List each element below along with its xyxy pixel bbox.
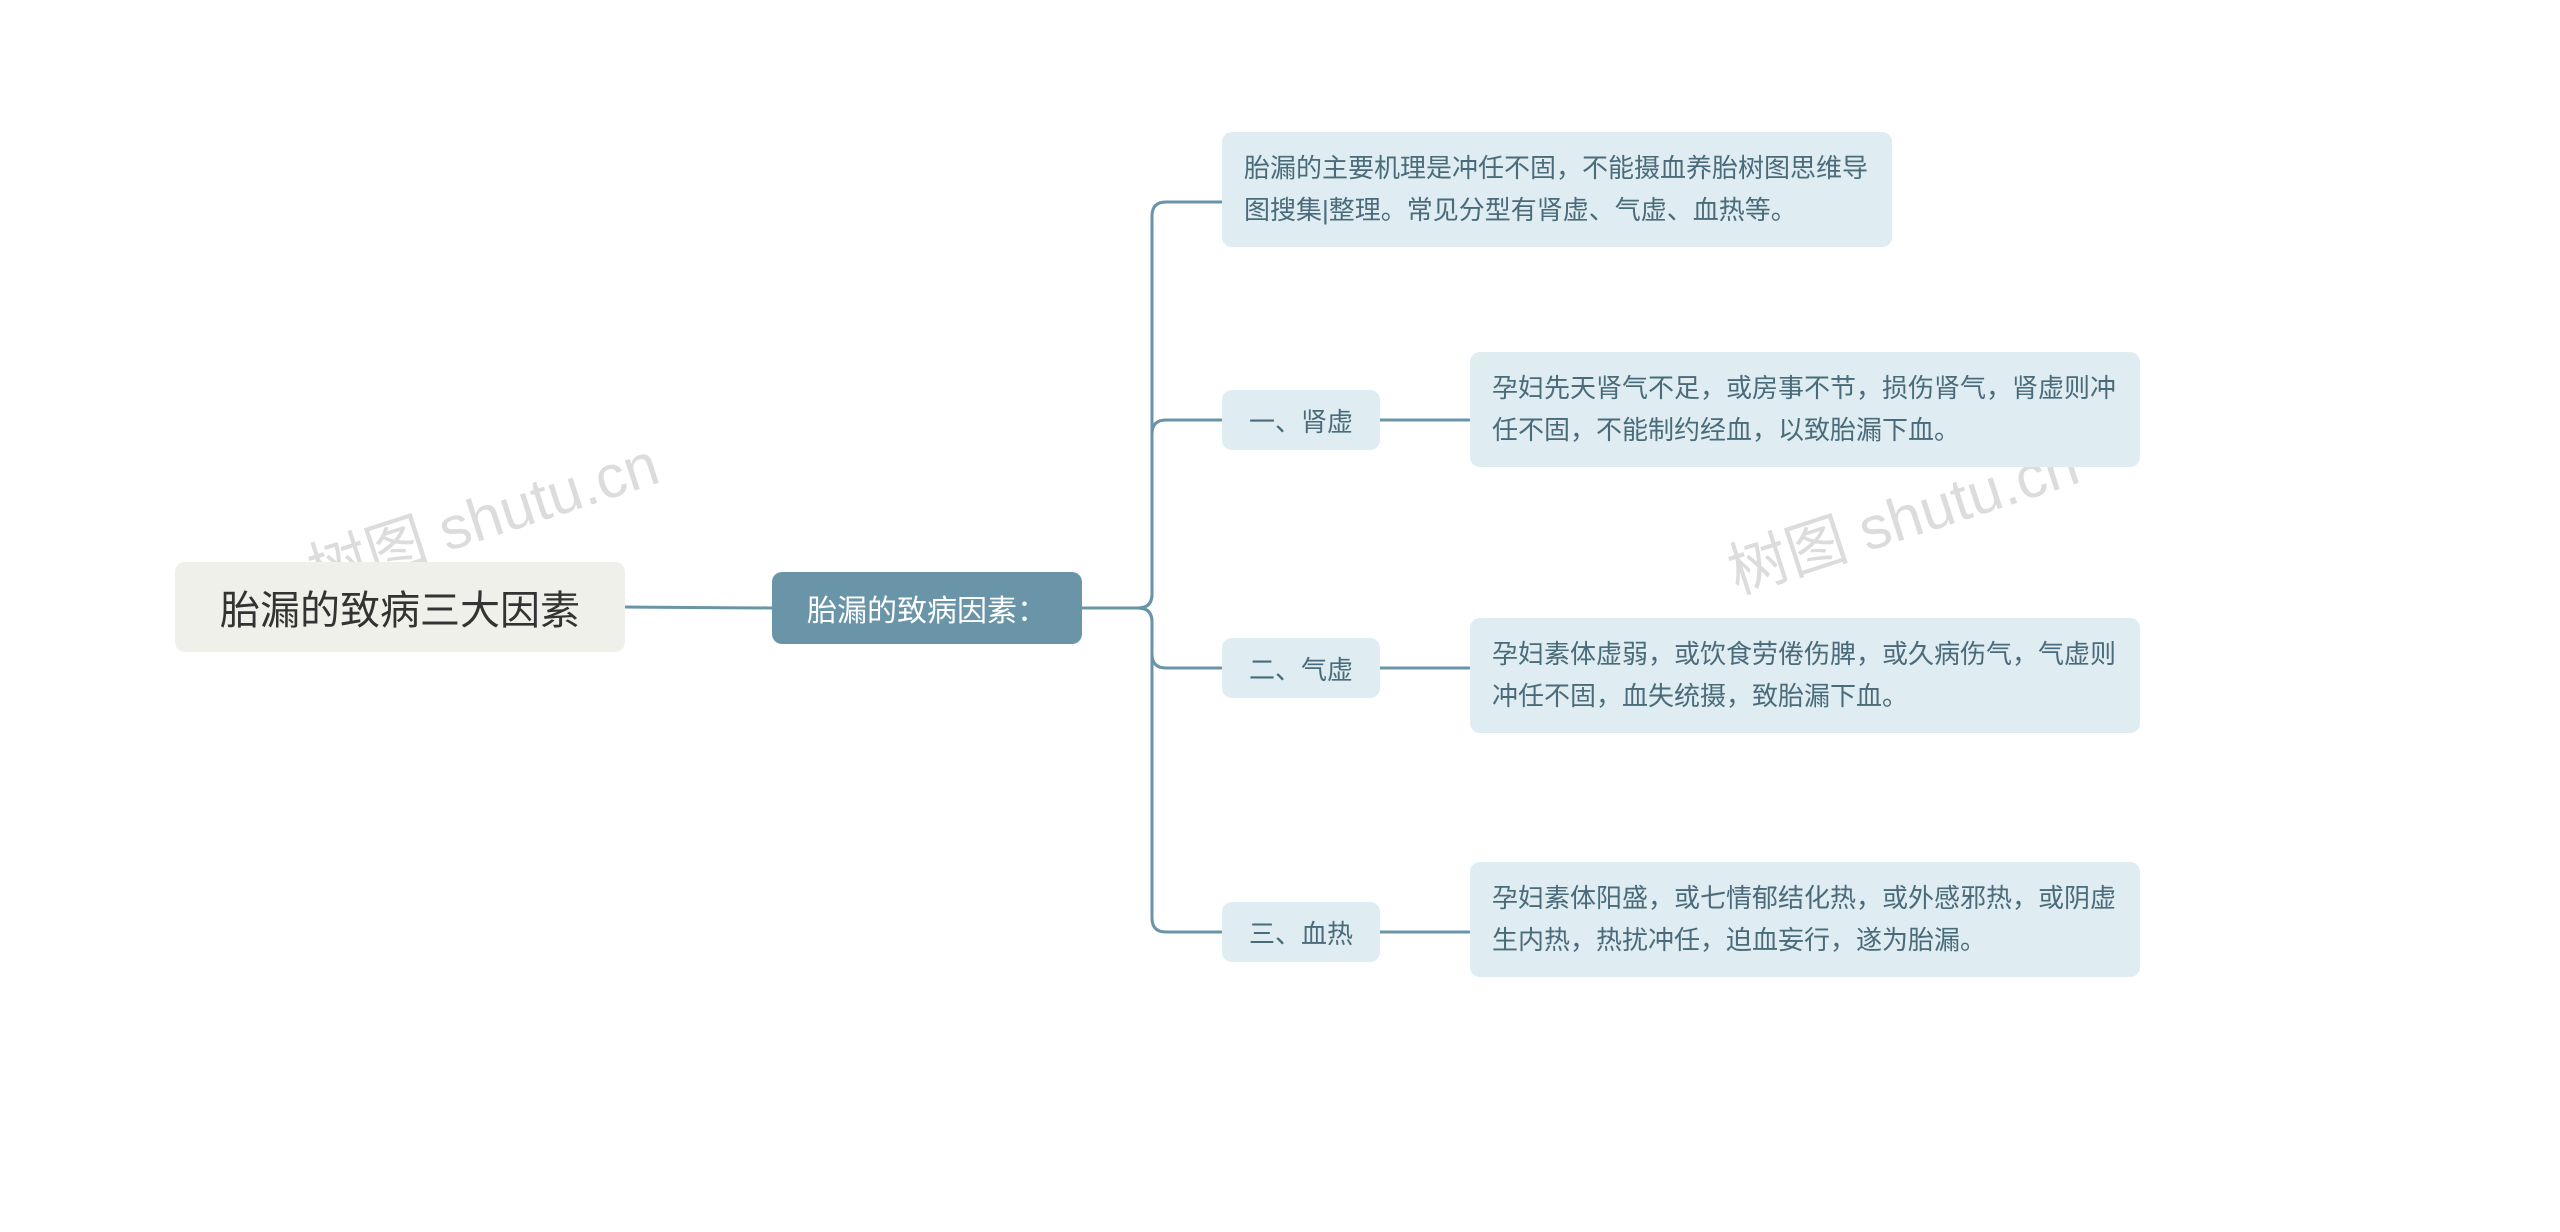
level1-node: 胎漏的致病因素：: [772, 572, 1082, 644]
leaf-node-1: 孕妇先天肾气不足，或房事不节，损伤肾气，肾虚则冲任不固，不能制约经血，以致胎漏下…: [1470, 352, 2140, 467]
root-node: 胎漏的致病三大因素: [175, 562, 625, 652]
branch-label: 一、肾虚: [1249, 402, 1353, 439]
leaf-label: 孕妇素体虚弱，或饮食劳倦伤脾，或久病伤气，气虚则冲任不固，血失统摄，致胎漏下血。: [1492, 634, 2118, 717]
branch-node-1: 一、肾虚: [1222, 390, 1380, 450]
leaf-node-0: 胎漏的主要机理是冲任不固，不能摄血养胎树图思维导图搜集|整理。常见分型有肾虚、气…: [1222, 132, 1892, 247]
branch-label: 二、气虚: [1249, 650, 1353, 687]
leaf-label: 孕妇素体阳盛，或七情郁结化热，或外感邪热，或阴虚生内热，热扰冲任，迫血妄行，遂为…: [1492, 878, 2118, 961]
leaf-label: 胎漏的主要机理是冲任不固，不能摄血养胎树图思维导图搜集|整理。常见分型有肾虚、气…: [1244, 148, 1870, 231]
leaf-node-2: 孕妇素体虚弱，或饮食劳倦伤脾，或久病伤气，气虚则冲任不固，血失统摄，致胎漏下血。: [1470, 618, 2140, 733]
branch-node-2: 二、气虚: [1222, 638, 1380, 698]
root-label: 胎漏的致病三大因素: [220, 578, 580, 636]
leaf-node-3: 孕妇素体阳盛，或七情郁结化热，或外感邪热，或阴虚生内热，热扰冲任，迫血妄行，遂为…: [1470, 862, 2140, 977]
leaf-label: 孕妇先天肾气不足，或房事不节，损伤肾气，肾虚则冲任不固，不能制约经血，以致胎漏下…: [1492, 368, 2118, 451]
branch-label: 三、血热: [1249, 914, 1353, 951]
level1-label: 胎漏的致病因素：: [807, 586, 1047, 630]
branch-node-3: 三、血热: [1222, 902, 1380, 962]
